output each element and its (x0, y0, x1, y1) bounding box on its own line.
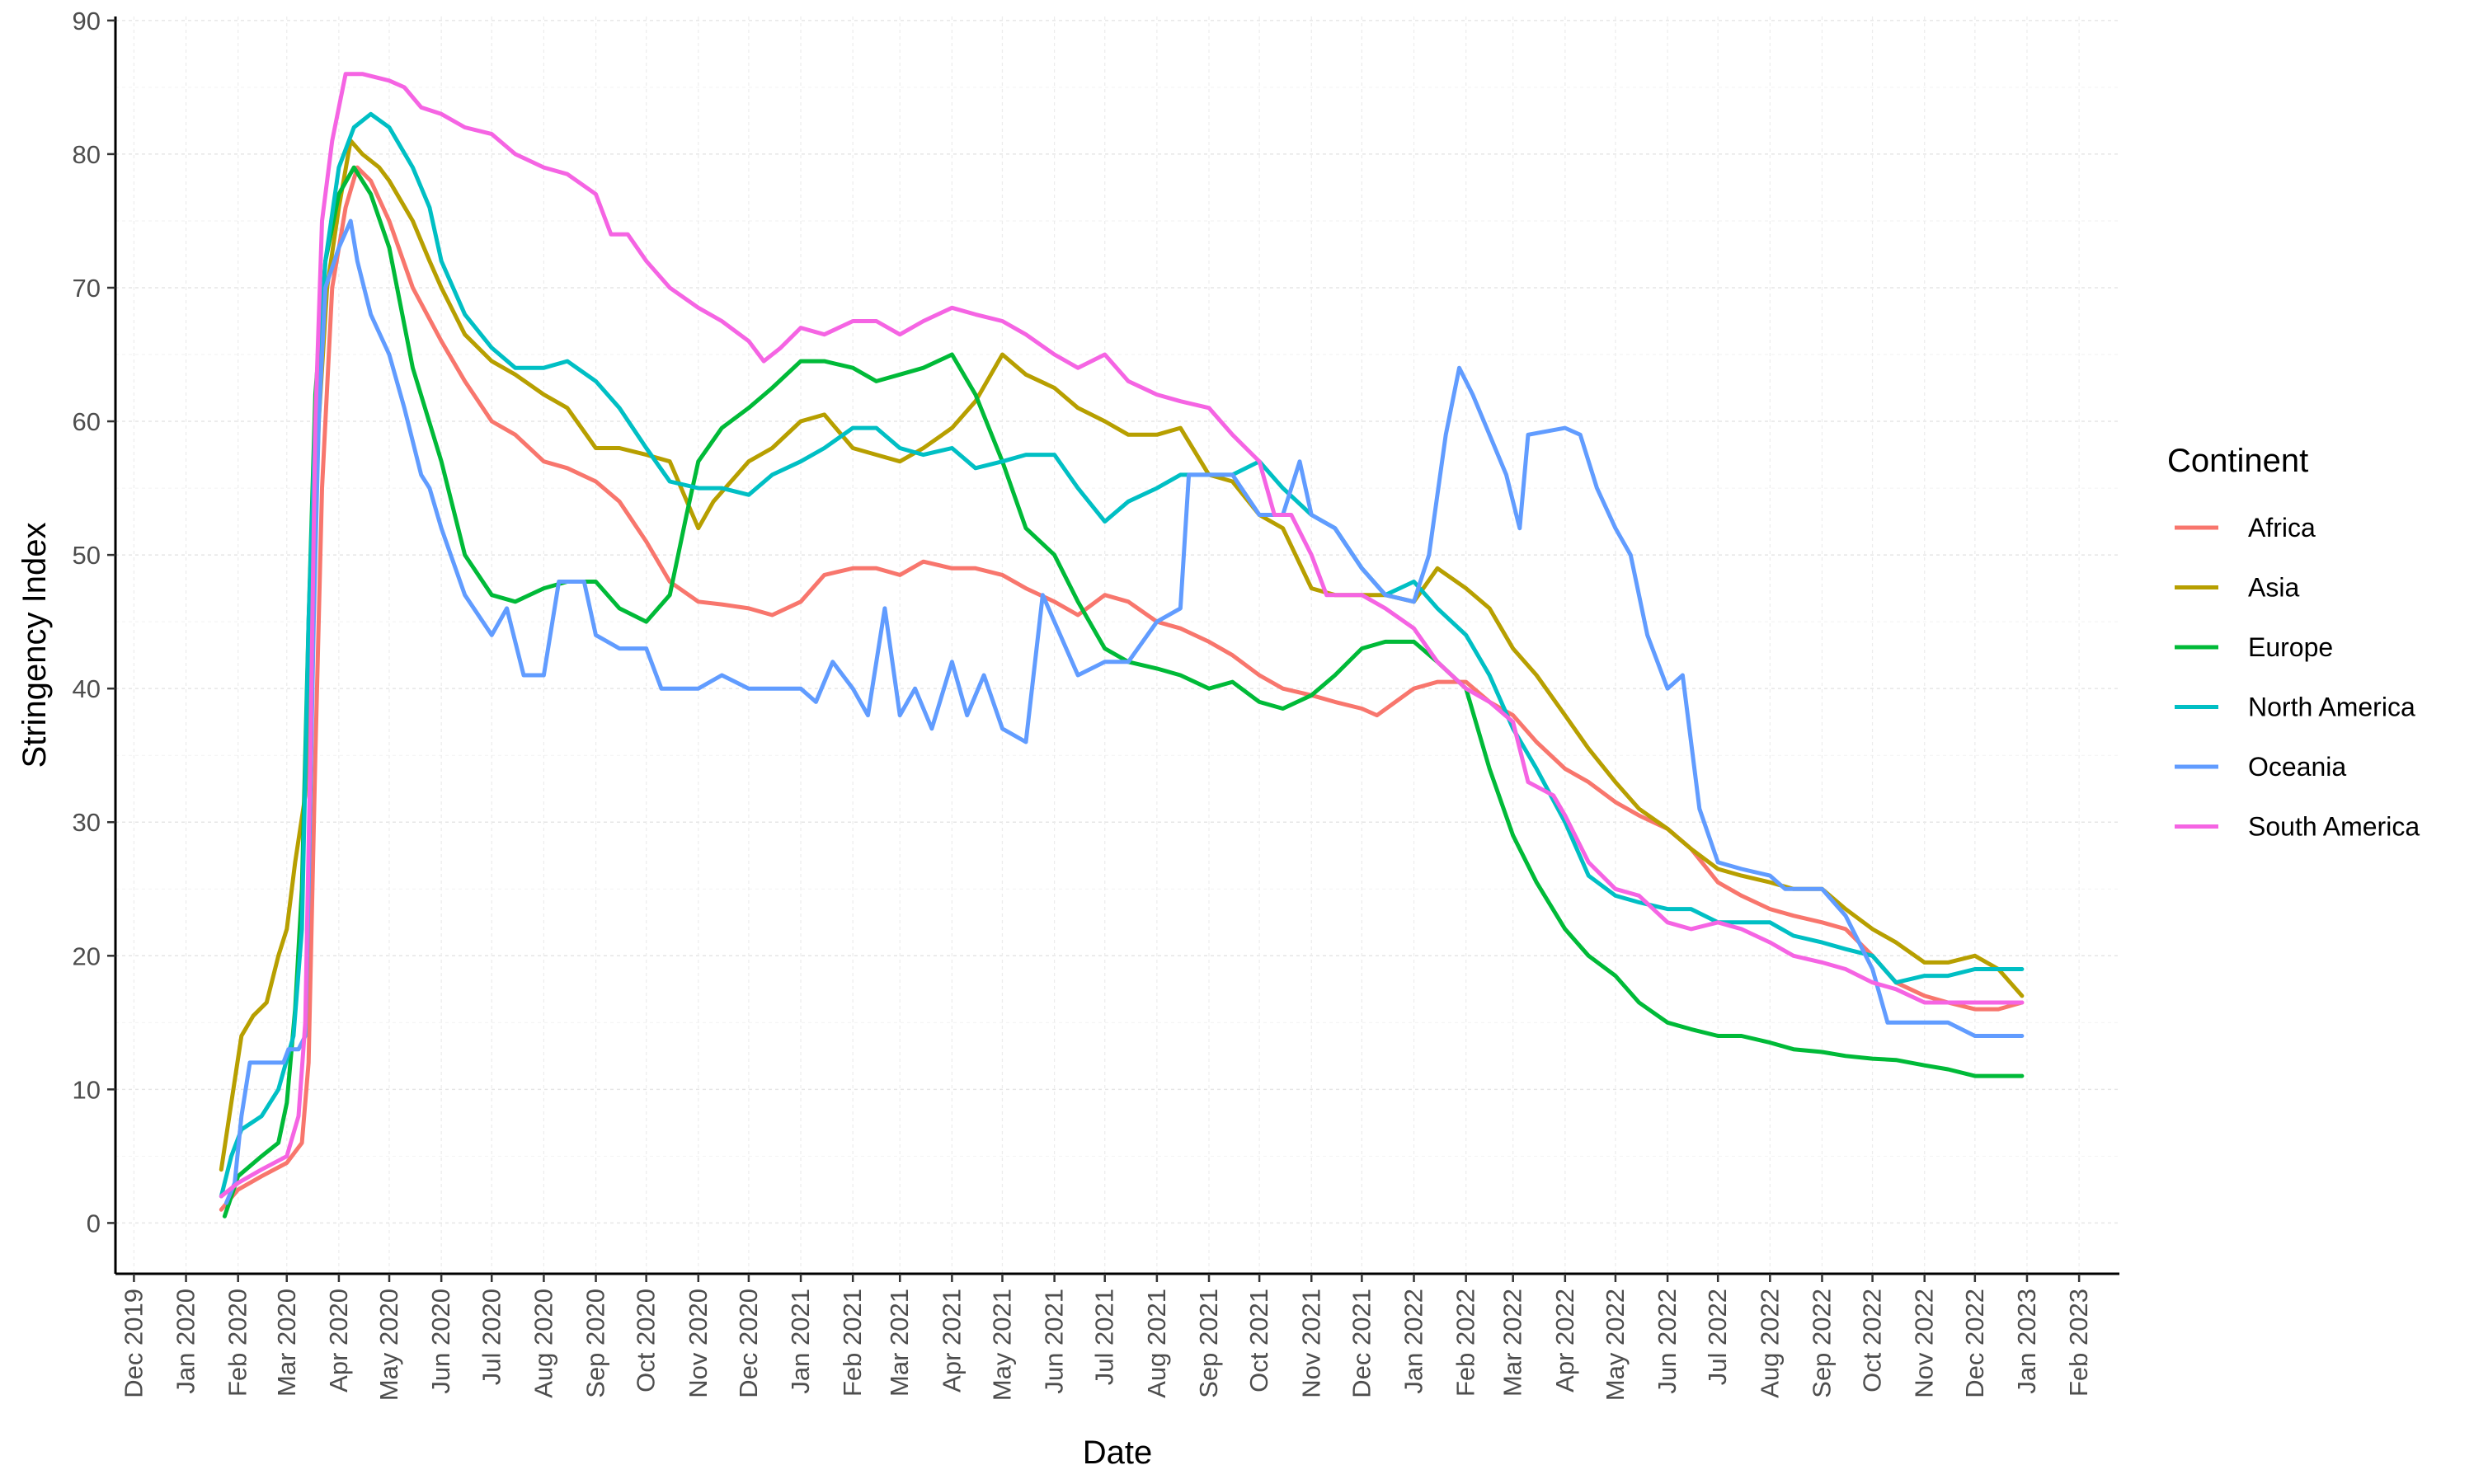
series-line-oceania (223, 218, 2025, 1205)
legend-title: Continent (2167, 443, 2308, 479)
x-tick-label: Jun 2020 (426, 1289, 455, 1394)
x-tick-label: Dec 2022 (1960, 1289, 1989, 1398)
x-axis-title: Date (1083, 1435, 1153, 1471)
x-tick-label: Jan 2021 (786, 1289, 815, 1394)
x-tick-label: Aug 2020 (529, 1289, 557, 1398)
legend-label-oceania: Oceania (2248, 752, 2346, 782)
y-axis-title: Stringency Index (16, 523, 53, 768)
x-tick-label: Jul 2022 (1703, 1289, 1732, 1385)
legend-label-north-america: North America (2248, 693, 2415, 722)
legend-label-europe: Europe (2248, 632, 2333, 662)
y-tick-label: 80 (73, 140, 101, 169)
y-tick-label: 40 (73, 674, 101, 703)
x-tick-label: Mar 2020 (272, 1289, 301, 1397)
y-tick-label: 20 (73, 942, 101, 970)
legend: Continent Africa Asia Europe North America O… (2167, 443, 2420, 842)
series-line-asia (219, 139, 2025, 1172)
x-tick-label: Jun 2021 (1040, 1289, 1069, 1394)
legend-items: Africa Asia Europe North America Oceania Sout… (2175, 513, 2420, 842)
legend-label-asia: Asia (2248, 573, 2299, 603)
x-tick-label: Jul 2020 (477, 1289, 506, 1385)
x-tick-label: Aug 2022 (1755, 1289, 1784, 1398)
x-tick-label: Feb 2022 (1451, 1289, 1480, 1397)
x-tick-label: Jun 2022 (1653, 1289, 1681, 1394)
x-tick-label: Jan 2023 (2012, 1289, 2041, 1394)
x-tick-label: May 2022 (1601, 1289, 1630, 1401)
legend-label-africa: Africa (2248, 513, 2316, 542)
x-tick-label: Sep 2022 (1807, 1289, 1836, 1398)
x-tick-label: May 2021 (987, 1289, 1016, 1401)
x-tick-label: Oct 2020 (632, 1289, 661, 1392)
y-tick-label: 10 (73, 1075, 101, 1104)
x-tick-label: Feb 2023 (2064, 1289, 2093, 1397)
series-lines (219, 72, 2025, 1219)
x-tick-label: Nov 2020 (684, 1289, 713, 1398)
x-tick-label: Feb 2021 (838, 1289, 867, 1397)
x-tick-label: Sep 2020 (581, 1289, 610, 1398)
x-tick-label: Nov 2021 (1296, 1289, 1325, 1398)
legend-label-south-america: South America (2248, 812, 2420, 842)
x-tick-label: Apr 2022 (1550, 1289, 1579, 1392)
axes (114, 16, 2119, 1275)
y-tick-label: 50 (73, 541, 101, 570)
x-tick-label: Jul 2021 (1090, 1289, 1119, 1385)
series-line-africa (219, 165, 2025, 1212)
x-tick-label: Apr 2020 (324, 1289, 353, 1392)
x-tick-label: Apr 2021 (937, 1289, 966, 1392)
y-tick-label: 90 (73, 7, 101, 35)
x-tick-label: Mar 2021 (885, 1289, 914, 1397)
x-tick-label: Nov 2022 (1910, 1289, 1939, 1398)
series-line-europe (222, 165, 2025, 1219)
x-tick-label: Oct 2021 (1244, 1289, 1273, 1392)
x-tick-label: Dec 2021 (1347, 1289, 1376, 1398)
x-tick-label: May 2020 (374, 1289, 403, 1401)
x-axis-ticks: Dec 2019 Jan 2020 Feb 2020 Mar 2020 Apr 2020… (119, 1274, 2093, 1401)
y-axis-ticks: 0 10 20 30 40 50 60 70 80 90 (73, 7, 115, 1237)
grid-lines (115, 16, 2119, 1274)
x-tick-label: Dec 2019 (119, 1289, 148, 1398)
y-tick-label: 30 (73, 808, 101, 837)
x-tick-label: Jan 2020 (172, 1289, 200, 1394)
y-tick-label: 70 (73, 274, 101, 303)
x-tick-label: Dec 2020 (734, 1289, 763, 1398)
x-tick-label: Oct 2022 (1858, 1289, 1887, 1392)
y-tick-label: 0 (87, 1209, 101, 1237)
x-tick-label: Sep 2021 (1194, 1289, 1223, 1398)
series-line-south-america (219, 72, 2025, 1199)
x-tick-label: Mar 2022 (1498, 1289, 1527, 1397)
y-tick-label: 60 (73, 407, 101, 436)
x-tick-label: Feb 2020 (223, 1289, 252, 1397)
series-line-north-america (219, 111, 2025, 1199)
x-tick-label: Aug 2021 (1142, 1289, 1171, 1398)
x-tick-label: Jan 2022 (1399, 1289, 1428, 1394)
